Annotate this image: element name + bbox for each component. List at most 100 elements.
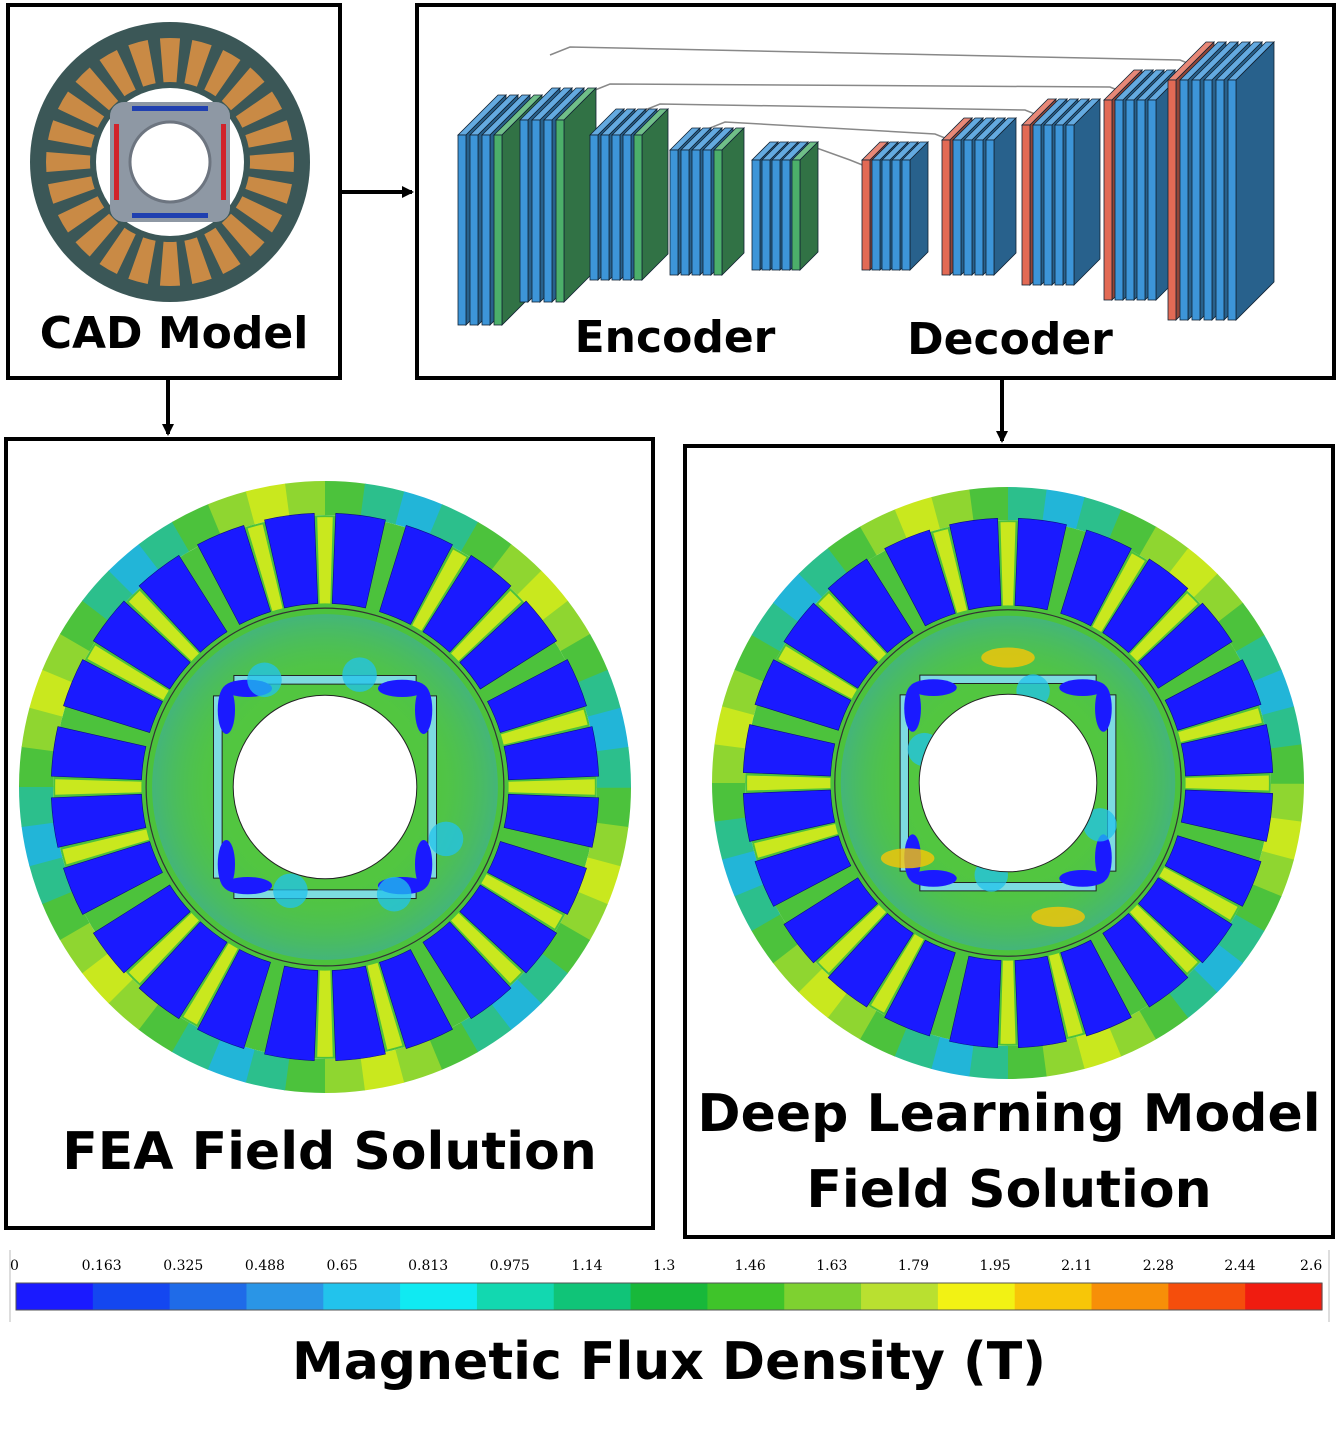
slot-region	[1060, 529, 1132, 627]
yoke-segment	[82, 570, 134, 622]
yoke-segment	[490, 544, 542, 596]
colorbar-segment	[1014, 1283, 1093, 1310]
yoke-segment	[489, 979, 542, 1031]
tooth	[754, 708, 838, 742]
colorbar-segment	[553, 1283, 632, 1310]
colorbar-segment	[630, 1283, 709, 1310]
slot-region	[487, 659, 587, 733]
stator-slot	[128, 237, 156, 284]
decoder-label: Decoder	[907, 314, 1113, 365]
skip-connection	[589, 83, 1131, 96]
yoke-segment	[1167, 968, 1218, 1019]
yoke-segment	[773, 573, 823, 623]
colorbar-tick-label: 0.325	[163, 1258, 204, 1274]
layer-front	[1125, 99, 1135, 301]
slot-region	[1014, 517, 1067, 611]
slot-region	[459, 600, 558, 690]
tooth	[1092, 553, 1145, 632]
yoke-segment	[587, 822, 629, 867]
yoke-segment	[207, 1037, 255, 1083]
yoke-segment	[19, 746, 56, 787]
tooth	[778, 867, 857, 920]
tooth	[1178, 708, 1262, 742]
stator-slot	[159, 241, 181, 286]
yoke-segment	[516, 952, 568, 1004]
magnet-slot	[427, 695, 438, 879]
colorbar-title: Magnetic Flux Density (T)	[291, 1332, 1047, 1392]
stator-slot	[221, 213, 265, 257]
layer-front	[901, 159, 911, 271]
low-field-spot	[342, 657, 377, 692]
yoke-segment	[1168, 548, 1218, 598]
layer-front	[781, 159, 791, 271]
slot-region	[1060, 939, 1132, 1037]
layer-front	[761, 159, 771, 271]
layer-front	[871, 159, 881, 271]
layer-front	[469, 134, 479, 326]
stator-slot	[75, 67, 119, 111]
colorbar-tick-label: 1.79	[897, 1258, 930, 1274]
layer-front	[555, 119, 565, 303]
layer-front	[771, 159, 781, 271]
layer-front	[543, 119, 553, 303]
barrier-end	[414, 839, 433, 889]
layer-front	[589, 134, 599, 281]
layer-front	[1054, 124, 1064, 286]
colorbar-tick-label: 1.3	[653, 1258, 676, 1274]
tooth	[933, 529, 967, 613]
yoke-segment	[772, 942, 823, 993]
layer-front	[680, 149, 690, 276]
layer-front	[1215, 79, 1225, 321]
slot-region	[379, 949, 453, 1049]
tooth	[412, 549, 467, 631]
barrier-end	[909, 679, 957, 696]
slot-region	[379, 525, 453, 625]
stator-slot	[75, 213, 119, 257]
magnet-slot	[212, 695, 223, 879]
tooth	[62, 829, 150, 865]
tooth	[1049, 953, 1083, 1037]
slot-region	[783, 877, 879, 964]
yoke-segment	[1268, 744, 1305, 784]
colorbar-tick-label: 1.63	[816, 1258, 848, 1274]
yoke-segment	[594, 787, 631, 828]
stator-slot	[245, 176, 292, 204]
slot-region	[949, 955, 1002, 1049]
slot-region	[51, 726, 147, 781]
yoke-segment	[575, 857, 621, 905]
layer-front	[611, 134, 621, 281]
colorbar-segment	[937, 1283, 1016, 1310]
barrier-end	[909, 870, 957, 887]
yoke-segment	[21, 707, 63, 752]
slot-region	[487, 841, 587, 915]
tooth	[183, 943, 238, 1025]
tooth	[87, 874, 169, 929]
low-field-spot	[273, 873, 308, 909]
layer-side	[641, 108, 669, 281]
barrier-end	[217, 839, 236, 889]
shaft-hole	[918, 693, 1098, 873]
slot-region	[1180, 789, 1274, 842]
stator-slot	[184, 237, 212, 284]
tooth	[1129, 904, 1198, 973]
slot-region	[197, 949, 271, 1049]
cad-motor-cross-section	[30, 22, 310, 302]
colorbar-tick-label: 2.11	[1061, 1258, 1093, 1274]
colorbar-segment	[92, 1283, 171, 1310]
stator-slot	[57, 91, 105, 128]
slot-region	[827, 912, 914, 1008]
slot-region	[459, 884, 558, 974]
tooth	[1000, 522, 1016, 606]
colorbar-segment	[246, 1283, 324, 1310]
tooth	[1049, 529, 1083, 613]
slot-region	[783, 602, 879, 689]
tooth	[818, 593, 887, 662]
magnet-right	[221, 124, 226, 200]
skip-connection	[549, 46, 1201, 69]
slot-region	[949, 517, 1002, 611]
high-field-spot	[880, 848, 935, 869]
colorbar-tick-label: 0.488	[244, 1258, 285, 1274]
colorbar-segment	[323, 1283, 401, 1310]
magnet-slot	[919, 882, 1097, 892]
yoke-segment	[968, 1043, 1008, 1079]
